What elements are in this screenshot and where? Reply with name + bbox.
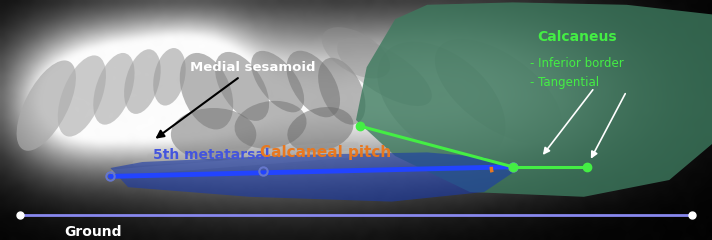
Polygon shape bbox=[356, 2, 712, 197]
Ellipse shape bbox=[435, 39, 562, 144]
Ellipse shape bbox=[16, 60, 76, 151]
Text: Ground: Ground bbox=[64, 225, 122, 239]
Text: - Inferior border: - Inferior border bbox=[530, 57, 624, 70]
Ellipse shape bbox=[251, 51, 304, 112]
Text: 5th metatarsal: 5th metatarsal bbox=[153, 148, 270, 162]
Ellipse shape bbox=[337, 38, 431, 106]
Ellipse shape bbox=[58, 55, 106, 137]
Ellipse shape bbox=[124, 49, 161, 114]
Polygon shape bbox=[110, 152, 513, 202]
Text: Medial sesamoid: Medial sesamoid bbox=[157, 61, 315, 137]
Ellipse shape bbox=[153, 48, 186, 106]
Ellipse shape bbox=[318, 58, 365, 125]
Text: Calcaneus: Calcaneus bbox=[538, 30, 617, 44]
Ellipse shape bbox=[377, 42, 506, 160]
Ellipse shape bbox=[322, 27, 390, 78]
Ellipse shape bbox=[179, 53, 234, 129]
Ellipse shape bbox=[171, 108, 256, 161]
Text: Calcaneal pitch: Calcaneal pitch bbox=[260, 145, 391, 160]
Ellipse shape bbox=[286, 51, 340, 117]
Ellipse shape bbox=[93, 53, 135, 125]
Text: - Tangential: - Tangential bbox=[530, 76, 600, 89]
Ellipse shape bbox=[288, 107, 353, 152]
Ellipse shape bbox=[234, 101, 307, 149]
Ellipse shape bbox=[215, 52, 269, 121]
